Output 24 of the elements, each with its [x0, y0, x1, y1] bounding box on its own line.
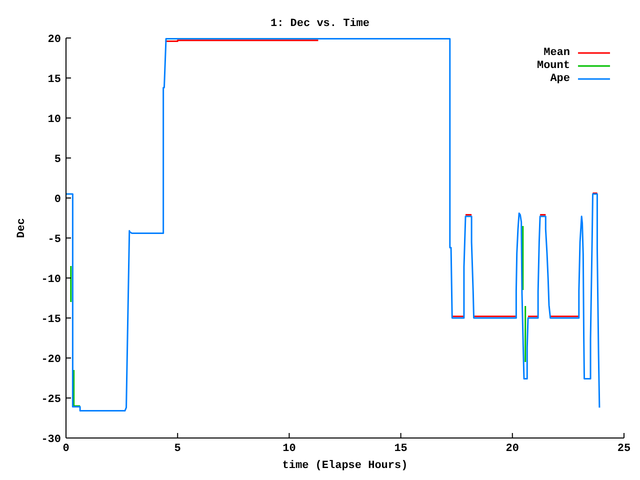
- x-tick-label: 20: [506, 442, 519, 455]
- y-tick-label: -25: [41, 394, 62, 406]
- y-axis-title: Dec: [16, 218, 28, 238]
- chart-title: 1: Dec vs. Time: [269, 18, 371, 30]
- legend-label: Mean: [544, 46, 570, 58]
- y-tick-label: -30: [41, 434, 61, 446]
- x-tick-label: 10: [282, 442, 296, 455]
- legend-label: Mount: [536, 60, 570, 72]
- x-tick-label: 0: [62, 442, 70, 455]
- x-tick-label: 15: [394, 442, 408, 455]
- y-tick-label: 20: [48, 34, 61, 46]
- line-series: [66, 38, 600, 412]
- y-tick-label: 0: [54, 194, 61, 206]
- legend-label: Ape: [550, 72, 570, 84]
- y-tick-label: -10: [41, 274, 61, 286]
- x-tick-label: 25: [617, 442, 631, 455]
- y-tick-label: -15: [41, 314, 62, 326]
- y-tick-label: -20: [41, 354, 61, 366]
- x-tick-label: 5: [174, 442, 182, 455]
- y-tick-label: -5: [48, 234, 62, 246]
- y-tick-label: 10: [48, 114, 61, 126]
- y-tick-label: 5: [54, 154, 62, 166]
- y-tick-label: 15: [48, 74, 62, 86]
- x-axis-title: time (Elapse Hours): [282, 460, 408, 472]
